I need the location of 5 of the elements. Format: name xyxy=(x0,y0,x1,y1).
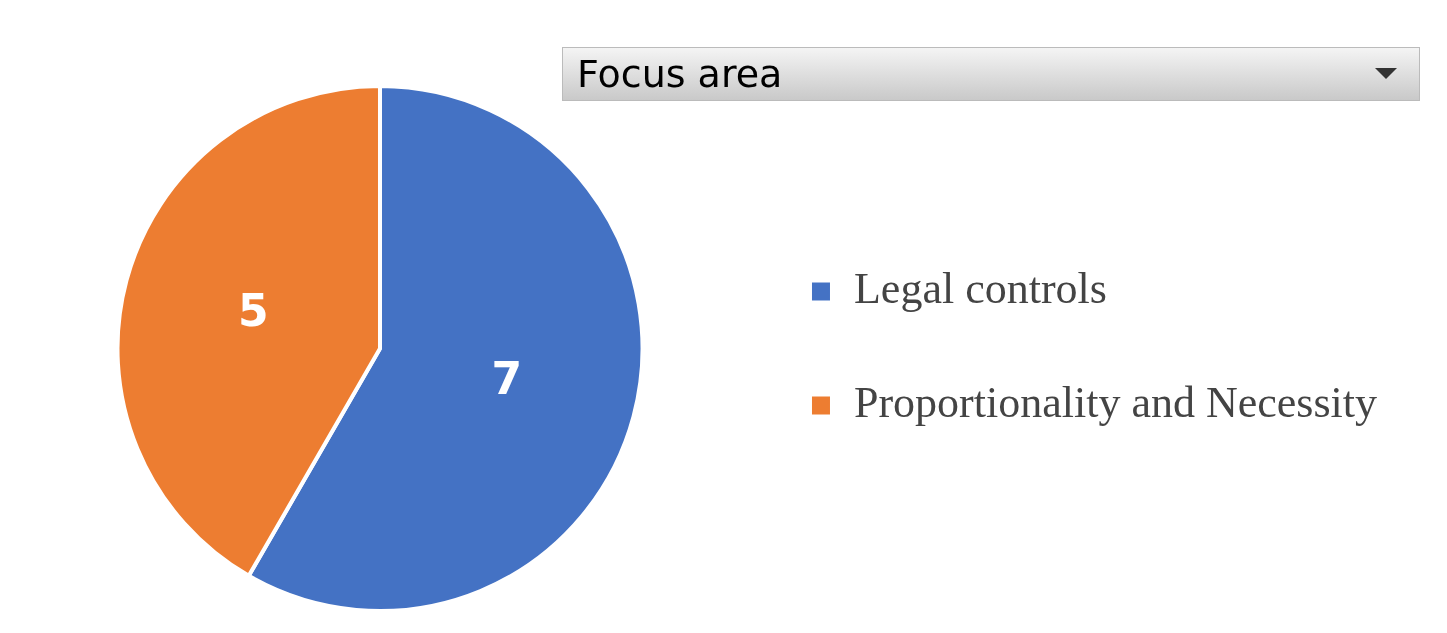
data-label: 5 xyxy=(237,284,269,336)
legend-label: Legal controls xyxy=(853,264,1107,314)
data-label: 7 xyxy=(491,352,523,404)
legend-title: Focus area xyxy=(577,52,783,96)
legend-label: Proportionality and Necessity xyxy=(853,378,1377,428)
